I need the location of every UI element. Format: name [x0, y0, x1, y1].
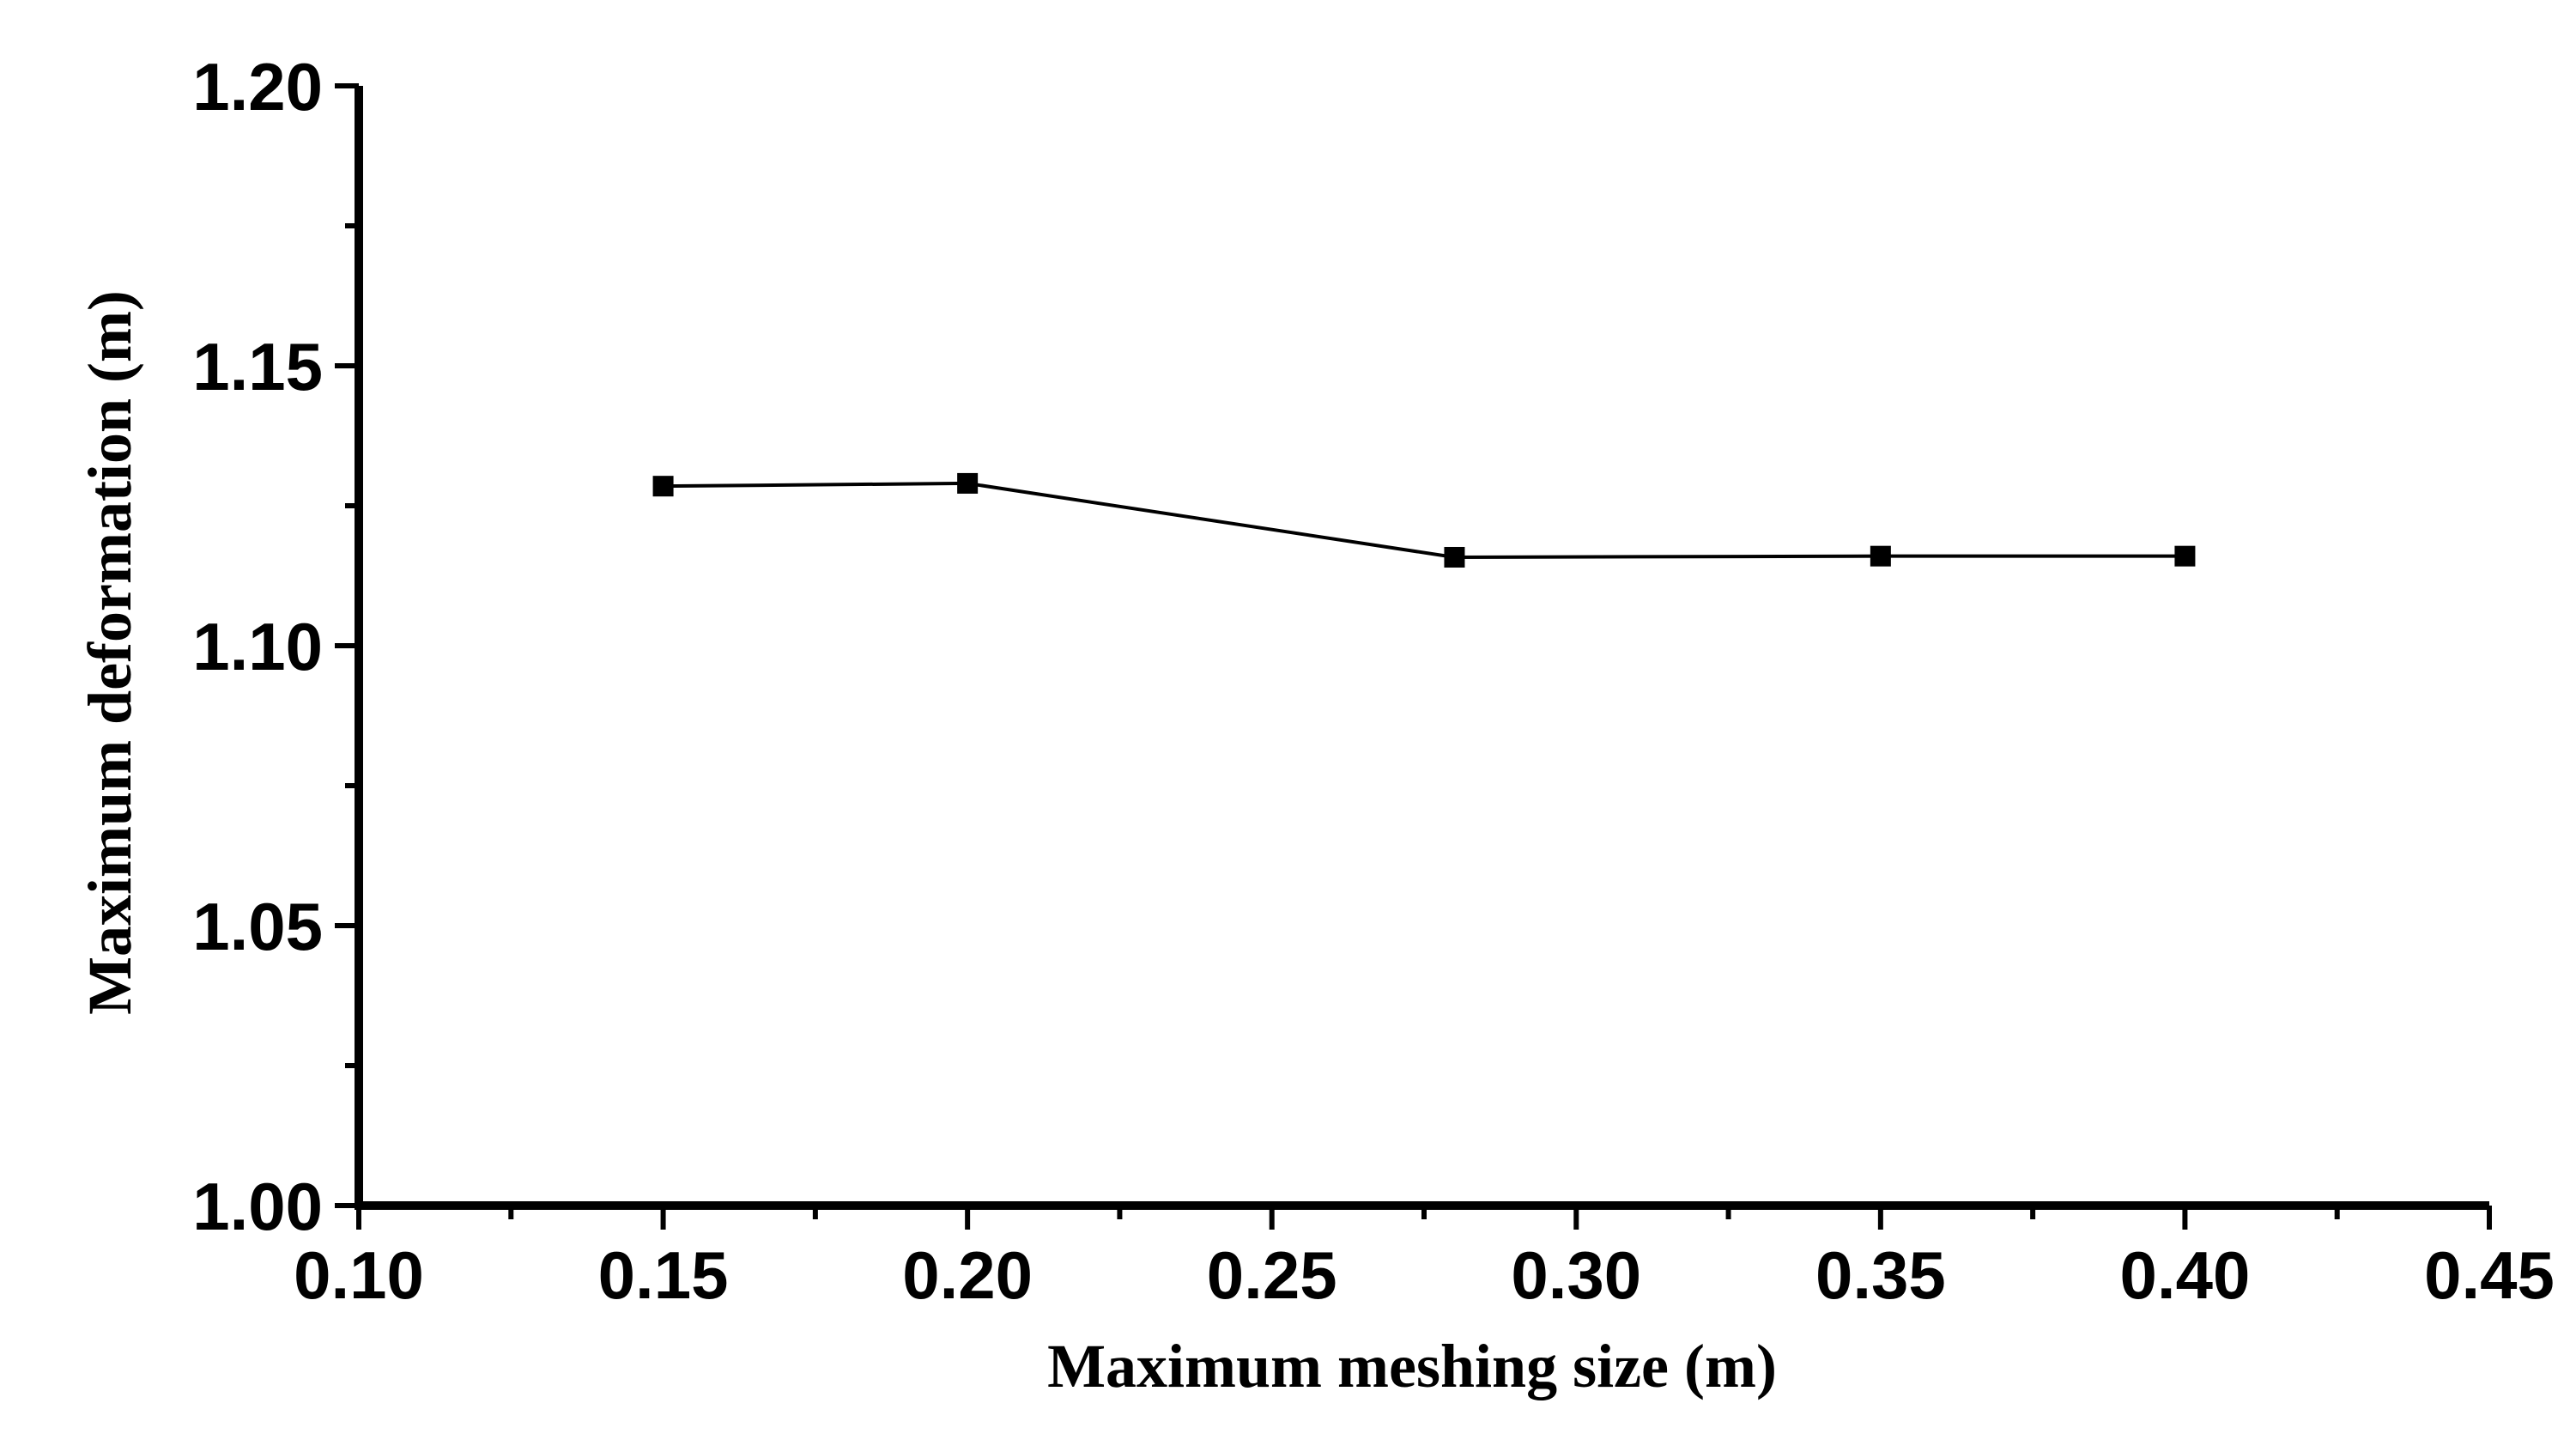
axes — [355, 86, 2489, 1210]
x-axis-title: Maximum meshing size (m) — [1047, 1332, 1777, 1400]
y-tick-label: 1.20 — [192, 49, 323, 125]
x-tick-label: 0.15 — [598, 1237, 729, 1313]
y-tick-label: 1.00 — [192, 1169, 323, 1244]
x-axis-ticks: 0.10 0.15 0.20 0.25 0.30 0.35 0.40 0.45 — [294, 1206, 2555, 1313]
data-point-marker — [1870, 545, 1891, 567]
x-tick-label: 0.30 — [1511, 1237, 1641, 1313]
data-point-marker — [2174, 545, 2196, 567]
series-line — [663, 481, 2185, 559]
y-axis-title: Maximum deformation (m) — [76, 290, 144, 1015]
x-tick-label: 0.10 — [294, 1237, 424, 1313]
x-tick-label: 0.20 — [902, 1237, 1033, 1313]
x-tick-label: 0.25 — [1207, 1237, 1337, 1313]
y-tick-label: 1.05 — [192, 889, 323, 964]
data-point-marker — [1444, 546, 1465, 568]
series-group — [652, 472, 2196, 568]
y-tick-label: 1.15 — [192, 329, 323, 404]
data-point-marker — [652, 476, 674, 497]
y-axis-ticks: 1.00 1.05 1.10 1.15 1.20 — [192, 49, 359, 1244]
x-tick-label: 0.45 — [2424, 1237, 2555, 1313]
data-point-marker — [957, 472, 979, 494]
y-tick-label: 1.10 — [192, 609, 323, 684]
x-tick-label: 0.40 — [2120, 1237, 2251, 1313]
x-tick-label: 0.35 — [1815, 1237, 1946, 1313]
